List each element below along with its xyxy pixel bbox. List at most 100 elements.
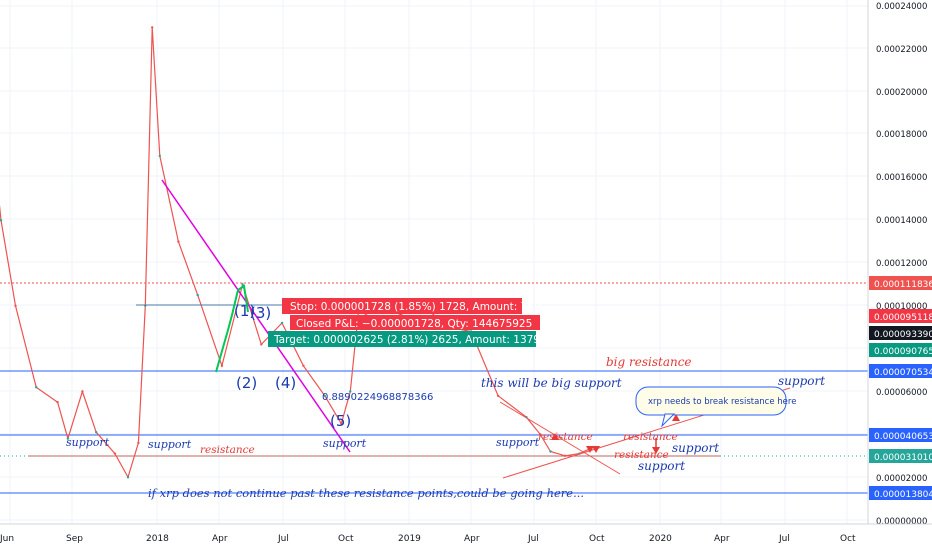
- price-label: 0.000095118: [874, 313, 932, 323]
- price-label-box: [869, 326, 932, 340]
- bottom-note: if xrp does not continue past these resi…: [148, 486, 584, 500]
- wave-label-5: (5): [330, 412, 351, 430]
- resistance-label-2: resistance: [538, 431, 593, 443]
- y-tick-label: 0.00010000: [876, 302, 927, 312]
- target-text: Target: 0.000002625 (2.81%) 2625, Amount…: [273, 334, 557, 346]
- arrow-down-icon: [592, 446, 600, 453]
- big-resistance-label: big resistance: [606, 355, 692, 369]
- callout-text: xrp needs to break resistance here: [648, 397, 796, 407]
- y-tick-label: 0.00012000: [876, 259, 927, 269]
- price-point: [549, 450, 552, 453]
- price-point: [113, 452, 117, 455]
- support-label-7: support: [778, 374, 825, 388]
- price-label-box: [869, 486, 932, 500]
- target-box: [268, 331, 536, 347]
- price-label: 0.000031010: [874, 453, 932, 463]
- arrow-up-icon: [551, 433, 559, 440]
- price-point: [563, 454, 567, 457]
- price-point: [158, 154, 161, 158]
- x-tick-label: Oct: [589, 534, 605, 544]
- y-axis-ticks: 0.00024000 0.00022000 0.00020000 0.00018…: [876, 2, 927, 527]
- x-tick-label: Apr: [464, 534, 480, 544]
- wave-label-2: (2): [236, 374, 257, 392]
- x-tick-label: Apr: [714, 534, 730, 544]
- descending-trendline: [161, 179, 351, 453]
- x-tick-label: Oct: [338, 534, 354, 544]
- price-point: [177, 240, 180, 243]
- x-tick-label: Oct: [840, 534, 856, 544]
- x-tick-label: Sep: [66, 534, 83, 544]
- callout-tail: [661, 413, 676, 428]
- price-point: [323, 394, 326, 397]
- y-tick-label: 0.00002000: [876, 474, 927, 484]
- price-point: [280, 321, 284, 325]
- price-label-box: [869, 428, 932, 442]
- x-tick-label: Apr: [212, 534, 228, 544]
- x-tick-label: 2020: [649, 534, 672, 544]
- price-point: [496, 394, 500, 397]
- price-point: [35, 386, 38, 389]
- support-label-3: support: [323, 437, 367, 450]
- y-tick-label: 0.00000000: [876, 517, 927, 527]
- x-tick-label: 2018: [146, 534, 169, 544]
- price-labels: 0.000111836 0.000095118 0.000093390 0.00…: [869, 276, 932, 500]
- price-label-box: [869, 309, 932, 323]
- callout: xrp needs to break resistance here: [635, 386, 796, 428]
- resistance-label-3: resistance: [623, 431, 678, 443]
- price-label: 0.000070534: [874, 368, 932, 378]
- price-point: [340, 422, 343, 425]
- x-tick-label: Jul: [277, 534, 289, 544]
- price-point: [539, 433, 542, 436]
- price-label-box: [869, 343, 932, 357]
- price-label-box: [869, 449, 932, 463]
- y-tick-label: 0.00020000: [876, 88, 927, 98]
- fib-value: 0.8890224968878366: [322, 392, 433, 403]
- price-line: [0, 27, 598, 479]
- price-point: [56, 401, 59, 404]
- x-tick-label: 2019: [398, 534, 421, 544]
- stop-box: [282, 298, 522, 314]
- y-tick-label: 0.00014000: [876, 216, 927, 226]
- stop-text: Stop: 0.000001728 (1.85%) 1728, Amount: …: [290, 301, 541, 313]
- x-tick-label: Jul: [527, 534, 539, 544]
- price-label: 0.000040653: [874, 432, 932, 442]
- arrow-down-icon: [586, 446, 594, 453]
- price-point: [302, 364, 305, 367]
- price-label: 0.000090765: [874, 347, 932, 357]
- callout-bubble: [635, 386, 787, 416]
- price-point: [349, 390, 352, 393]
- y-tick-label: 0.00016000: [876, 173, 927, 183]
- support-label-4: support: [496, 436, 540, 449]
- wave-label-1: (1): [234, 302, 255, 320]
- price-point: [137, 441, 140, 445]
- price-point: [81, 390, 84, 393]
- price-point: [66, 437, 70, 440]
- support-label-1: support: [66, 436, 110, 449]
- wave-green-line: [215, 284, 249, 373]
- arrow-markers: [551, 414, 680, 454]
- y-tick-label: 0.00006000: [876, 388, 927, 398]
- y-tick-label: 0.00024000: [876, 2, 927, 12]
- price-point: [260, 343, 263, 346]
- big-support-label: this will be big support: [481, 376, 622, 390]
- price-label-box: [869, 364, 932, 378]
- price-point: [196, 293, 199, 297]
- price-label: 0.000111836: [874, 280, 932, 290]
- y-tick-label: 0.00018000: [876, 130, 927, 140]
- support-label-2: support: [148, 438, 192, 451]
- x-axis-ticks: Jun Sep 2018 Apr Jul Oct 2019 Apr Jul Oc…: [0, 534, 856, 544]
- price-point: [126, 476, 130, 479]
- closed-pnl-box: [290, 315, 540, 330]
- x-tick-label: Jun: [0, 534, 14, 544]
- trade-box: Stop: 0.000001728 (1.85%) 1728, Amount: …: [268, 298, 557, 347]
- support-label-6: support: [638, 459, 685, 473]
- price-point: [241, 283, 244, 286]
- price-point: [95, 431, 98, 434]
- price-label: 0.000093390: [874, 330, 932, 340]
- price-series: [0, 26, 599, 479]
- grid: [0, 0, 868, 524]
- price-point: [220, 364, 224, 367]
- price-point: [151, 26, 154, 29]
